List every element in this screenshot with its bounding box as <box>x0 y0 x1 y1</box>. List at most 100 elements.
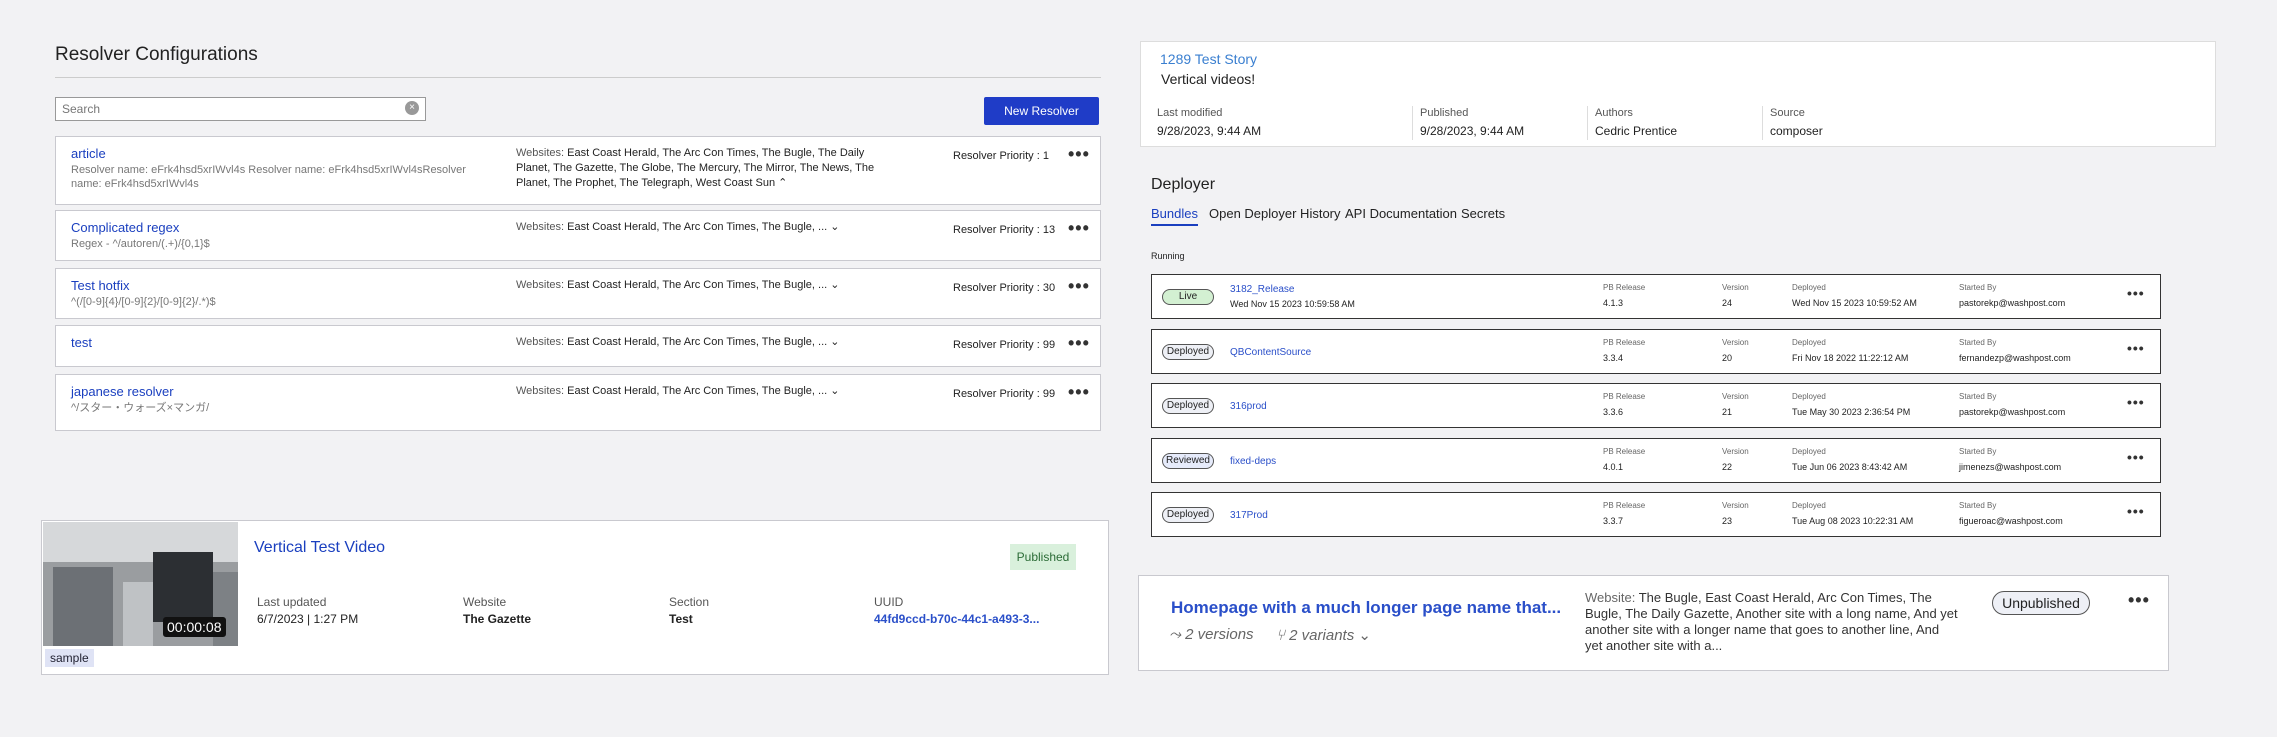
resolver-detail: Regex - ^/autoren/(.+)/{0,1}$ <box>71 238 210 250</box>
duration: 00:00:08 <box>163 617 226 637</box>
tab[interactable]: API Documentation <box>1345 206 1458 221</box>
bundle-name[interactable]: QBContentSource <box>1230 347 1312 358</box>
search-placeholder: Search <box>62 102 101 116</box>
bundle-name[interactable]: 3182_Release <box>1230 284 1295 295</box>
video-card[interactable]: 00:00:08 Vertical Test Video Published s… <box>41 520 1109 675</box>
resolver-name[interactable]: Test hotfix <box>71 278 130 293</box>
tab[interactable]: Secrets <box>1461 206 1506 221</box>
status-badge: Live <box>1162 289 1214 305</box>
more-menu[interactable]: ••• <box>2127 449 2145 465</box>
resolver-row[interactable]: Complicated regex Regex - ^/autoren/(.+)/… <box>55 210 1101 261</box>
column-label: Started By <box>1959 338 1997 347</box>
new-resolver-button[interactable]: New Resolver <box>984 97 1099 125</box>
chevron[interactable]: ⌄ <box>1358 627 1371 644</box>
chevron[interactable]: ⌄ <box>827 279 840 291</box>
chevron[interactable]: ⌃ <box>775 177 788 189</box>
bundle-row[interactable]: Deployed QBContentSource PB Release 3.3.4 Ve… <box>1151 329 2161 374</box>
more-menu[interactable]: ••• <box>2127 503 2145 519</box>
websites: Websites: East Coast Herald, The Arc Con… <box>516 384 891 399</box>
column-label: Version <box>1722 338 1749 347</box>
bundle-row[interactable]: Deployed 317Prod PB Release 3.3.7 Version 23 D… <box>1151 492 2161 537</box>
column-label: Version <box>1722 392 1749 401</box>
websites-text: East Coast Herald, The Arc Con Times, Th… <box>567 336 828 348</box>
divider <box>1587 106 1588 140</box>
search-box[interactable]: Search × <box>55 97 426 121</box>
more-menu[interactable]: ••• <box>2127 394 2145 410</box>
divider <box>1412 106 1413 140</box>
variants-text: 2 variants <box>1289 627 1355 644</box>
tag[interactable]: sample <box>45 649 94 667</box>
websites: Websites: East Coast Herald, The Arc Con… <box>516 278 891 293</box>
column-label: Version <box>1722 501 1749 510</box>
field-value[interactable]: 44fd9ccd-b70c-44c1-a493-3... <box>874 612 1040 626</box>
more-menu[interactable]: ••• <box>1068 144 1090 164</box>
websites-label: Websites: <box>516 221 568 233</box>
bundle-row[interactable]: Live 3182_Release Wed Nov 15 2023 10:59:58… <box>1151 274 2161 319</box>
resolver-detail: ^/スター・ウォーズ×マンガ/ <box>71 402 210 414</box>
websites-text: East Coast Herald, The Arc Con Times, Th… <box>516 147 875 189</box>
column-value: 24 <box>1722 298 1733 308</box>
column-value: Tue Aug 08 2023 10:22:31 AM <box>1792 516 1914 526</box>
resolver-name[interactable]: test <box>71 335 92 350</box>
resolver-row[interactable]: test Websites: East Coast Herald, The Arc… <box>55 325 1101 367</box>
column-value: figueroac@washpost.com <box>1959 516 2063 526</box>
more-menu[interactable]: ••• <box>1068 333 1090 353</box>
websites-label: Website: <box>1585 590 1636 605</box>
resolver-name[interactable]: article <box>71 146 106 161</box>
column-label: Started By <box>1959 447 1997 456</box>
websites-text: East Coast Herald, The Arc Con Times, Th… <box>567 385 828 397</box>
story-title[interactable]: 1289 Test Story <box>1160 51 1258 67</box>
status-badge: Reviewed <box>1162 453 1214 469</box>
websites-text: East Coast Herald, The Arc Con Times, Th… <box>567 279 828 291</box>
resolver-row[interactable]: japanese resolver ^/スター・ウォーズ×マンガ/Websites… <box>55 374 1101 431</box>
column-label: Version <box>1722 283 1749 292</box>
bundle-row[interactable]: Deployed 316prod PB Release 3.3.6 Version 21 D… <box>1151 383 2161 428</box>
status-badge: Published <box>1010 544 1076 570</box>
bundle-name[interactable]: 317Prod <box>1230 510 1268 521</box>
more-menu[interactable]: ••• <box>1068 218 1090 238</box>
column-value: 22 <box>1722 462 1733 472</box>
field-label: Last modified <box>1157 107 1223 119</box>
field-value: 9/28/2023, 9:44 AM <box>1157 124 1262 138</box>
more-menu[interactable]: ••• <box>2127 285 2145 301</box>
websites-text: The Bugle, East Coast Herald, Arc Con Ti… <box>1585 590 1958 653</box>
page-title[interactable]: Homepage with a much longer page name th… <box>1171 598 1562 617</box>
websites-text: East Coast Herald, The Arc Con Times, Th… <box>567 221 828 233</box>
field-label: Section <box>669 595 710 609</box>
resolver-row[interactable]: Test hotfix ^(/[0-9]{4}/[0-9]{2}/[0-9]{2}… <box>55 268 1101 319</box>
column-value: 3.3.7 <box>1603 516 1624 526</box>
more-menu[interactable]: ••• <box>1068 382 1090 402</box>
chevron[interactable]: ⌄ <box>827 336 840 348</box>
websites: Websites: East Coast Herald, The Arc Con… <box>516 146 891 191</box>
bundle-name[interactable]: fixed-deps <box>1230 456 1277 467</box>
column-value: 21 <box>1722 407 1733 417</box>
page-card[interactable]: Homepage with a much longer page name th… <box>1138 575 2169 671</box>
resolver-name[interactable]: japanese resolver <box>71 384 174 399</box>
more-menu[interactable]: ••• <box>2128 590 2150 610</box>
tab[interactable]: Open Deployer History <box>1209 206 1341 221</box>
resolver-row[interactable]: article Resolver name: eFrk4hsd5xrIWvl4s … <box>55 136 1101 205</box>
more-menu[interactable]: ••• <box>1068 276 1090 296</box>
tab[interactable]: Bundles <box>1151 206 1198 226</box>
bundle-row[interactable]: Reviewed fixed-deps PB Release 4.0.1 Version… <box>1151 438 2161 483</box>
video-title[interactable]: Vertical Test Video <box>254 539 386 556</box>
clear-icon[interactable]: × <box>405 101 419 115</box>
field-value: 6/7/2023 | 1:27 PM <box>257 612 359 626</box>
resolver-detail: Resolver name: eFrk4hsd5xrIWvl4s Resolve… <box>71 164 466 190</box>
column-value: jimenezs@washpost.com <box>1959 462 2062 472</box>
websites-label: Websites: <box>516 147 568 159</box>
column-value: 4.1.3 <box>1603 298 1624 308</box>
chevron[interactable]: ⌄ <box>827 385 840 397</box>
column-value: 3.3.6 <box>1603 407 1624 417</box>
field-label: Source <box>1770 107 1805 119</box>
resolver-name[interactable]: Complicated regex <box>71 220 180 235</box>
websites: Websites: East Coast Herald, The Arc Con… <box>516 335 891 350</box>
bundle-name[interactable]: 316prod <box>1230 401 1267 412</box>
field-label: Website <box>463 595 507 609</box>
chevron[interactable]: ⌄ <box>827 221 840 233</box>
column-value: 20 <box>1722 353 1733 363</box>
more-menu[interactable]: ••• <box>2127 340 2145 356</box>
variants: ⑂ 2 variants ⌄ <box>1276 626 1371 644</box>
